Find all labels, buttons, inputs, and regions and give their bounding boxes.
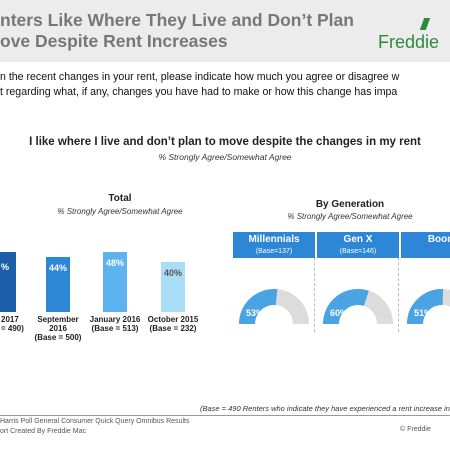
x-tick-label: (Base = 513)	[92, 324, 139, 333]
footer-divider	[0, 415, 450, 416]
gauge-chart: 60%	[323, 289, 393, 325]
gauge-fill	[407, 289, 444, 325]
generation-chart-subtitle: % Strongly Agree/Somewhat Agree	[287, 212, 413, 221]
x-tick-label: January 2016	[90, 315, 141, 324]
gauge-fill	[239, 289, 278, 325]
survey-question-line-2: t regarding what, if any, changes you ha…	[0, 86, 398, 98]
survey-question-line-1: n the recent changes in your rent, pleas…	[0, 71, 400, 83]
gauge-fill	[323, 289, 369, 325]
generation-panel-boomers: Boom 51%	[401, 232, 450, 332]
total-chart-title: Total	[108, 193, 132, 204]
gauge-value-label: 51%	[414, 308, 432, 318]
chart-main-subtitle: % Strongly Agree/Somewhat Agree	[158, 152, 292, 162]
generation-base: (Base=137)	[255, 248, 293, 255]
bar-value-label: 48%	[106, 258, 124, 268]
generation-header: Boom	[401, 232, 450, 258]
slide-title: nters Like Where They Live and Don’t Pla…	[0, 10, 370, 52]
brand-logo-icon	[419, 18, 431, 30]
bar	[103, 252, 127, 312]
chart-main-title: I like where I live and don’t plan to mo…	[29, 136, 421, 148]
gauge-chart: 53%	[239, 289, 309, 325]
title-banner: nters Like Where They Live and Don’t Pla…	[0, 0, 450, 62]
gauge-chart: 51%	[407, 289, 450, 325]
x-tick-label: October 2015	[148, 315, 199, 324]
generation-name: Millennials	[248, 234, 300, 245]
generation-panel-genx: Gen X (Base=146) 60%	[317, 232, 399, 332]
bar-value-label: 40%	[164, 268, 182, 278]
x-tick-label: 2016	[49, 324, 67, 333]
generation-name: Gen X	[343, 234, 373, 245]
source-line-1: Harris Poll General Consumer Quick Query…	[0, 418, 190, 425]
x-tick-label: 2017	[1, 315, 19, 324]
x-tick-label: (Base = 232)	[150, 324, 197, 333]
gauge-value-label: 60%	[330, 308, 348, 318]
x-tick-label: = 490)	[1, 324, 24, 333]
survey-question: n the recent changes in your rent, pleas…	[0, 70, 450, 100]
generation-base: (Base=146)	[339, 248, 377, 255]
slide-title-line-2: ove Despite Rent Increases	[0, 31, 228, 51]
bar	[161, 262, 185, 312]
x-tick-label: September	[37, 315, 78, 324]
bar-value-label: 44%	[49, 263, 67, 273]
gauge-value-label: 53%	[246, 308, 264, 318]
generation-panel-millennials: Millennials (Base=137) 53%	[233, 232, 315, 332]
brand-logo-text: Freddie	[378, 32, 440, 52]
x-tick-label: (Base = 500)	[35, 333, 82, 342]
total-chart-subtitle: % Strongly Agree/Somewhat Agree	[57, 207, 183, 216]
base-note: (Base = 490 Renters who indicate they ha…	[200, 404, 450, 413]
slide-title-line-1: nters Like Where They Live and Don’t Pla…	[0, 10, 354, 30]
bar-value-label: %	[1, 262, 9, 272]
generation-name: Boom	[427, 234, 450, 245]
generation-header: Millennials (Base=137)	[233, 232, 315, 258]
copyright-text: © Freddie	[400, 426, 431, 433]
bar	[46, 257, 70, 312]
generation-chart-title: By Generation	[315, 199, 385, 210]
generation-header: Gen X (Base=146)	[317, 232, 399, 258]
source-line-2: ort Created By Freddie Mac	[0, 428, 86, 435]
bar	[0, 252, 16, 312]
